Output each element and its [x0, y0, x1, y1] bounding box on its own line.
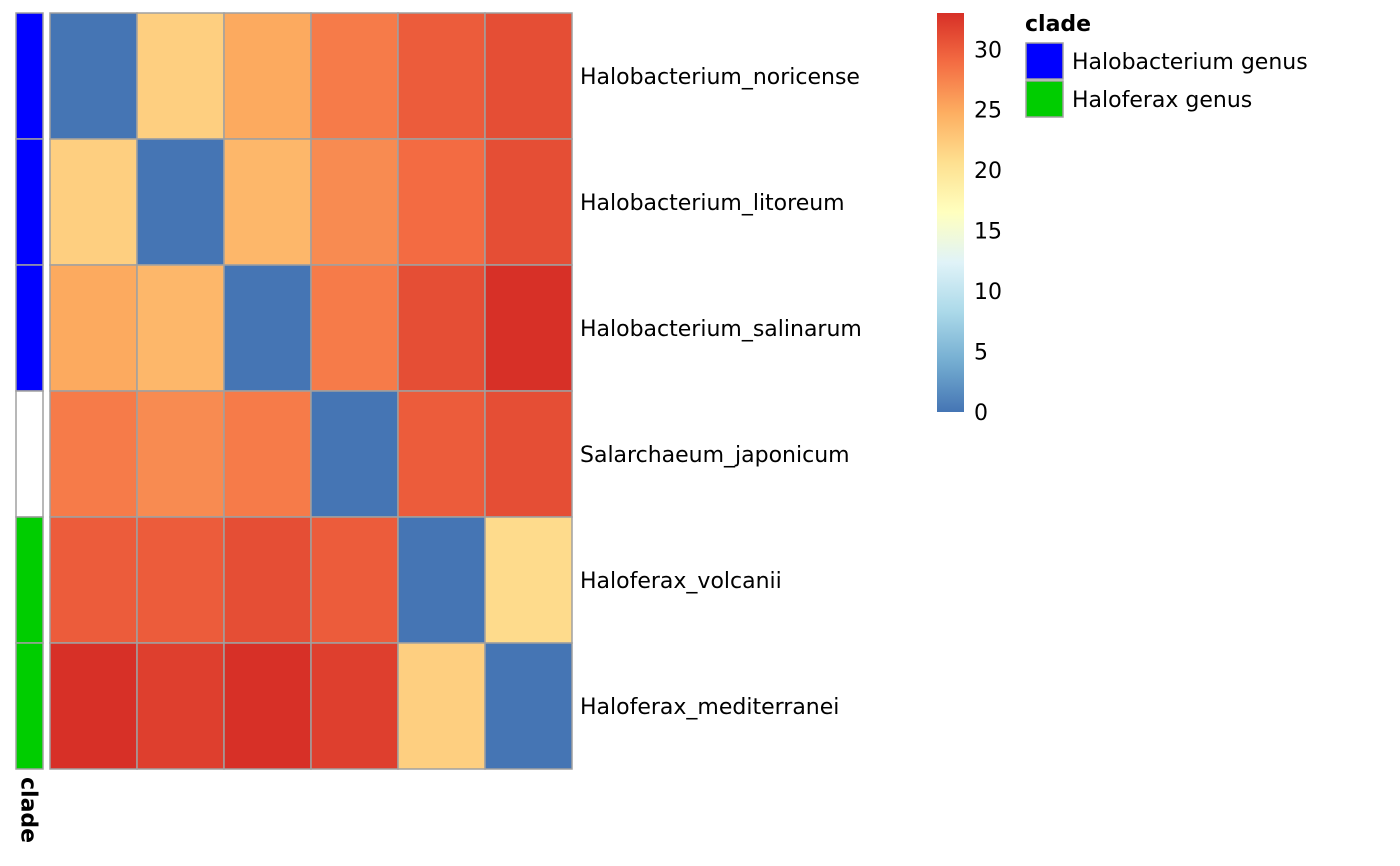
row-label: Haloferax_mediterranei [580, 695, 839, 720]
heatmap-cell [310, 138, 399, 266]
heatmap-cell [49, 516, 138, 644]
heatmap-cell [136, 516, 225, 644]
clade-annotation-cell [15, 516, 44, 644]
heatmap-cell [397, 138, 486, 266]
heatmap-cell [310, 516, 399, 644]
heatmap-cell [397, 264, 486, 392]
heatmap-cell [49, 264, 138, 392]
heatmap-cell [484, 12, 573, 140]
heatmap-cell [136, 264, 225, 392]
clade-annotation-cell [15, 642, 44, 770]
heatmap-cell [136, 390, 225, 518]
color-scale-tick-label: 20 [974, 159, 1002, 184]
heatmap-cell [397, 516, 486, 644]
color-scale-tick-label: 15 [974, 220, 1002, 245]
heatmap-cell [484, 138, 573, 266]
heatmap-cell [223, 516, 312, 644]
heatmap-cell [136, 12, 225, 140]
clade-legend-label: Haloferax genus [1072, 88, 1252, 113]
color-scale-ticks: 0 5 10 15 20 25 30 [974, 38, 1002, 426]
row-label: Salarchaeum_japonicum [580, 443, 850, 468]
heatmap-cell [136, 138, 225, 266]
heatmap-cell [223, 138, 312, 266]
heatmap-cell [223, 642, 312, 770]
heatmap-cell [397, 390, 486, 518]
heatmap-cell [49, 642, 138, 770]
heatmap-cell [49, 390, 138, 518]
color-scale-tick-label: 10 [974, 280, 1002, 305]
row-labels: Halobacterium_noricense Halobacterium_lit… [580, 65, 862, 720]
color-scale-bar [937, 13, 964, 412]
heatmap-cell [223, 390, 312, 518]
clade-annotation-cell [15, 390, 44, 518]
heatmap-cell [310, 642, 399, 770]
clade-legend-label: Halobacterium genus [1072, 50, 1308, 75]
heatmap-cell [310, 264, 399, 392]
clade-legend-swatch [1025, 42, 1064, 80]
heatmap-cell [49, 12, 138, 140]
row-label: Halobacterium_salinarum [580, 317, 862, 342]
color-scale-tick-label: 5 [974, 341, 988, 366]
clade-annotation-cell [15, 138, 44, 266]
heatmap-cell [484, 642, 573, 770]
color-scale-tick-label: 0 [974, 401, 988, 426]
color-scale-tick-label: 25 [974, 99, 1002, 124]
heatmap-cell [136, 642, 225, 770]
row-label: Haloferax_volcanii [580, 569, 782, 594]
clade-annotation-strip [15, 12, 44, 770]
clade-legend-swatch [1025, 80, 1064, 118]
heatmap-cells [49, 12, 573, 770]
heatmap-cell [310, 390, 399, 518]
heatmap-cell [223, 12, 312, 140]
color-scale-tick-label: 30 [974, 38, 1002, 63]
heatmap-cell [310, 12, 399, 140]
heatmap-cell [223, 264, 312, 392]
row-label: Halobacterium_litoreum [580, 191, 845, 216]
heatmap-cell [484, 390, 573, 518]
row-label: Halobacterium_noricense [580, 65, 860, 90]
heatmap-cell [484, 264, 573, 392]
heatmap-cell [49, 138, 138, 266]
clade-legend-title: clade [1025, 12, 1091, 37]
clade-annotation-cell [15, 12, 44, 140]
color-scale-legend: 0 5 10 15 20 25 30 [937, 13, 1002, 426]
clade-legend: clade Halobacterium genus Haloferax genus [1025, 12, 1308, 118]
clade-annotation-label: clade [16, 777, 41, 843]
clade-legend-items: Halobacterium genus Haloferax genus [1025, 42, 1308, 118]
heatmap-cell [397, 642, 486, 770]
heatmap-cell [484, 516, 573, 644]
clade-annotation-cell [15, 264, 44, 392]
heatmap-cell [397, 12, 486, 140]
